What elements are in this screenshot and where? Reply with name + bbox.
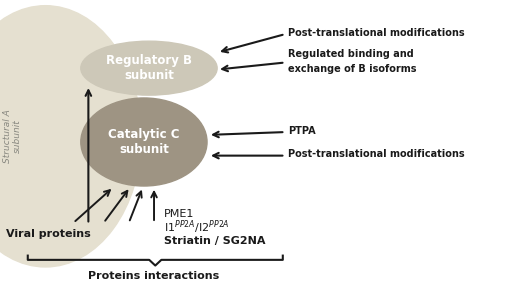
Text: Regulatory B
subunit: Regulatory B subunit: [106, 54, 192, 82]
Ellipse shape: [81, 41, 217, 95]
Ellipse shape: [0, 6, 141, 267]
Text: Striatin / SG2NA: Striatin / SG2NA: [164, 236, 266, 246]
Text: Regulated binding and: Regulated binding and: [288, 49, 414, 59]
Text: PTPA: PTPA: [288, 126, 316, 136]
Text: I1$^{PP2A}$/I2$^{PP2A}$: I1$^{PP2A}$/I2$^{PP2A}$: [164, 218, 230, 236]
Text: Structural A
subunit: Structural A subunit: [3, 109, 22, 163]
Text: Post-translational modifications: Post-translational modifications: [288, 28, 465, 38]
Text: Catalytic C
subunit: Catalytic C subunit: [108, 128, 180, 156]
Text: PME1: PME1: [164, 208, 194, 219]
Text: Viral proteins: Viral proteins: [6, 229, 90, 239]
Text: Proteins interactions: Proteins interactions: [88, 271, 220, 281]
Ellipse shape: [81, 98, 207, 186]
Text: Post-translational modifications: Post-translational modifications: [288, 149, 465, 159]
Text: exchange of B isoforms: exchange of B isoforms: [288, 64, 416, 74]
